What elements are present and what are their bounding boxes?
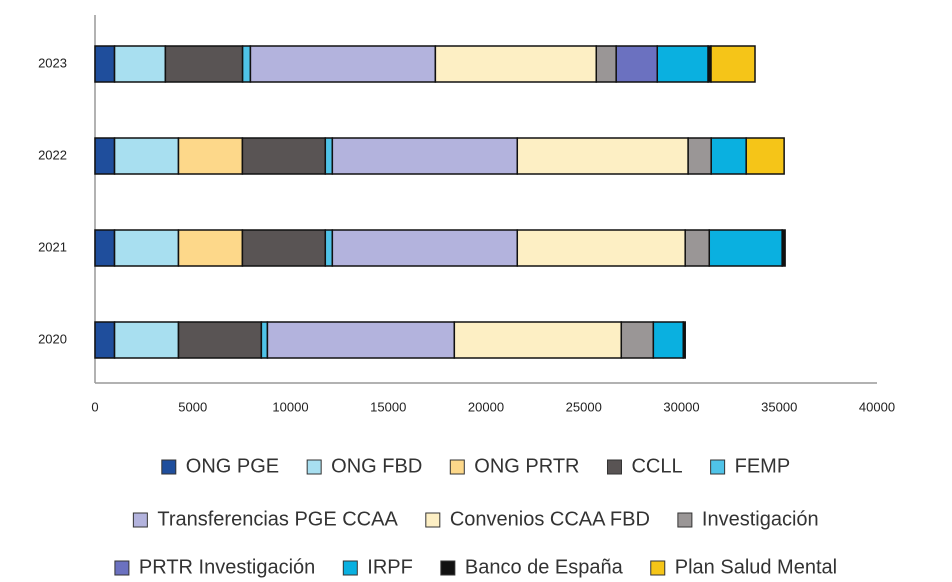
y-tick-label: 2023 [38,55,67,70]
bar-segment [94,229,116,267]
legend-label: IRPF [367,556,413,578]
bar-segment [113,229,180,267]
bar-segment [94,45,116,83]
bar-segment [710,45,756,83]
bar-segment [684,229,711,267]
bar-segment [113,45,167,83]
legend-swatch [161,459,177,475]
bar-segment [781,229,786,267]
legend-swatch [306,459,322,475]
bar-segment [324,137,334,175]
y-tick-label: 2020 [38,331,67,346]
x-tick-label: 10000 [272,399,308,414]
bar-segment [331,229,519,267]
bar-segment [94,321,116,359]
bar-segment [113,137,180,175]
bar-segment [620,321,655,359]
bar-segment [745,137,785,175]
bar-segment [324,229,334,267]
bar-segment [177,229,244,267]
legend-label: Banco de España [465,556,624,578]
legend-label: Plan Salud Mental [675,556,837,578]
x-tick-label: 0 [91,399,98,414]
bar-segment [94,137,116,175]
x-tick-label: 5000 [178,399,207,414]
bar-segment [260,321,269,359]
bar-segment [177,321,263,359]
legend-swatch [342,560,358,576]
legend-label: Investigación [702,508,819,530]
bar-segment [615,45,659,83]
legend-swatch [710,459,726,475]
bar-segment [266,321,456,359]
bar-segment [164,45,244,83]
bar-segment [687,137,712,175]
x-tick-label: 30000 [663,399,699,414]
legend-label: Transferencias PGE CCAA [157,508,398,530]
bar-segment [177,137,244,175]
bar-segment [241,45,252,83]
x-tick-label: 20000 [468,399,504,414]
legend-swatch [132,512,148,528]
legend-swatch [449,459,465,475]
bar-segment [682,321,686,359]
bar-segment [710,137,747,175]
bar-segment [595,45,617,83]
bar-segment [113,321,180,359]
x-tick-label: 25000 [566,399,602,414]
y-tick-label: 2022 [38,147,67,162]
bar-segment [656,45,709,83]
legend-label: CCLL [631,455,682,477]
bar-segment [516,137,689,175]
bar-segment [516,229,686,267]
legend-label: ONG FBD [331,455,422,477]
bar-segment [241,137,327,175]
legend-label: Convenios CCAA FBD [450,508,650,530]
y-tick-label: 2021 [38,239,67,254]
bar-segment [434,45,598,83]
legend-label: ONG PRTR [474,455,579,477]
x-tick-label: 35000 [761,399,797,414]
bar-segment [249,45,437,83]
legend-swatch [114,560,130,576]
bar-segment [708,229,783,267]
x-tick-label: 40000 [859,399,895,414]
bar-segment [331,137,519,175]
bar-segment [241,229,327,267]
legend-label: FEMP [735,455,791,477]
bar-segment [453,321,623,359]
bar-segment [652,321,685,359]
legend-swatch [650,560,666,576]
legend-label: ONG PGE [186,455,279,477]
legend-swatch [677,512,693,528]
legend-swatch [440,560,456,576]
legend-swatch [425,512,441,528]
x-tick-label: 15000 [370,399,406,414]
legend-label: PRTR Investigación [139,556,315,578]
legend-swatch [606,459,622,475]
